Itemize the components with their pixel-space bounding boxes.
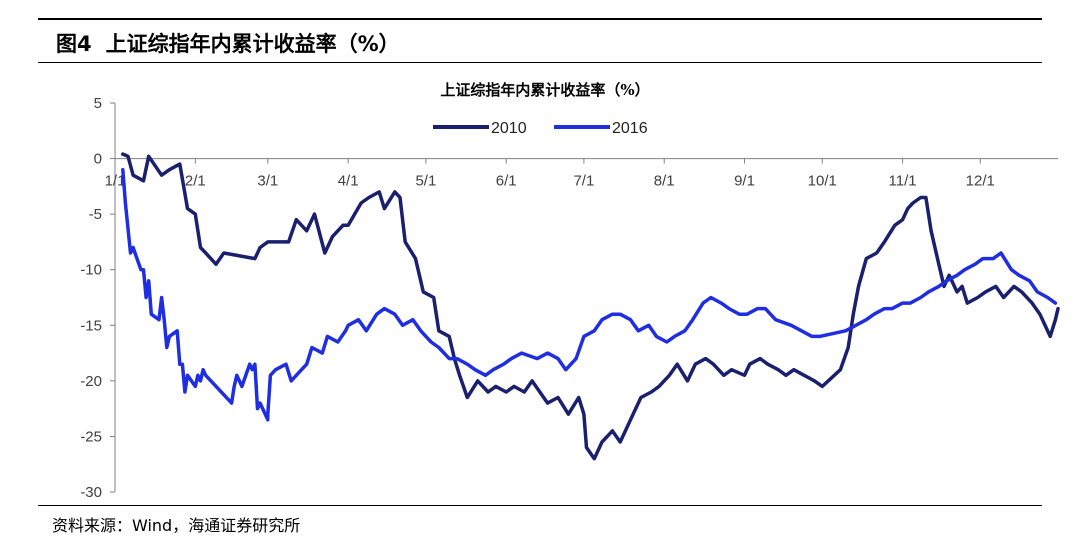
- figure-number: 图4: [56, 32, 92, 56]
- x-tick-label: 7/1: [573, 173, 594, 190]
- figure-header-rule: [38, 62, 1042, 63]
- chart-legend: 2010 2016: [433, 120, 648, 137]
- x-tick-label: 8/1: [654, 173, 675, 190]
- chart-axes: 5 0 -5 -10 -15 -20 -25 -30 1/1 2/1 3/1 4/1 5/1 6/1 7/1…: [80, 95, 1058, 501]
- y-tick-label: 5: [94, 95, 102, 112]
- x-tick-label: 10/1: [808, 173, 837, 190]
- y-tick-label: -20: [80, 373, 102, 390]
- y-tick-label: -25: [80, 428, 102, 445]
- y-tick-label: -15: [80, 317, 102, 334]
- x-tick-label: 5/1: [415, 173, 436, 190]
- chart-title: 上证综指年内累计收益率（%）: [440, 81, 649, 99]
- x-tick-label: 2/1: [185, 173, 206, 190]
- figure-bottom-rule: [38, 505, 1042, 506]
- figure-caption: 图4 上证综指年内累计收益率（%）: [56, 28, 400, 58]
- figure-top-rule: [38, 18, 1042, 20]
- series-line-2016: [121, 167, 1058, 422]
- series-line-2010: [121, 152, 1060, 461]
- x-tick-label: 6/1: [496, 173, 517, 190]
- legend-label-2016: 2016: [612, 120, 648, 137]
- x-tick-label: 4/1: [338, 173, 359, 190]
- x-tick-label: 3/1: [257, 173, 278, 190]
- figure-title: 上证综指年内累计收益率（%）: [105, 32, 400, 56]
- y-tick-label: -30: [80, 484, 102, 501]
- x-tick-label: 1/1: [105, 173, 126, 190]
- plot-area: [121, 152, 1060, 461]
- y-tick-label: -10: [80, 262, 102, 279]
- x-tick-label: 12/1: [966, 173, 995, 190]
- y-tick-label: -5: [89, 206, 102, 223]
- y-tick-label: 0: [94, 151, 102, 168]
- x-tick-label: 9/1: [734, 173, 755, 190]
- legend-label-2010: 2010: [491, 120, 527, 137]
- x-tick-label: 11/1: [889, 173, 917, 190]
- source-note: 资料来源：Wind，海通证券研究所: [52, 516, 301, 535]
